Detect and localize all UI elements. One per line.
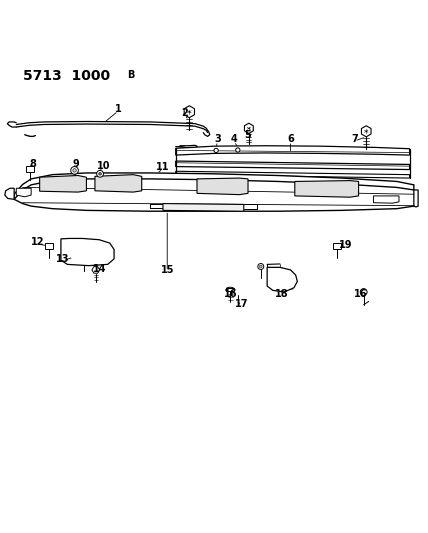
- Circle shape: [71, 167, 78, 174]
- Polygon shape: [295, 181, 359, 197]
- Polygon shape: [176, 171, 410, 178]
- Polygon shape: [61, 238, 114, 265]
- Text: 15: 15: [160, 265, 174, 275]
- Circle shape: [258, 263, 264, 270]
- Text: 2: 2: [181, 108, 187, 118]
- Polygon shape: [14, 173, 414, 199]
- Polygon shape: [361, 126, 371, 137]
- Text: 16: 16: [224, 289, 238, 299]
- Polygon shape: [414, 190, 418, 207]
- Circle shape: [259, 265, 262, 268]
- Text: 8: 8: [30, 159, 37, 169]
- Text: 3: 3: [214, 134, 221, 144]
- Bar: [333, 243, 341, 249]
- Polygon shape: [163, 204, 244, 211]
- Text: 13: 13: [56, 254, 70, 264]
- Polygon shape: [176, 146, 410, 155]
- Bar: [226, 288, 234, 292]
- Polygon shape: [176, 161, 410, 169]
- Polygon shape: [5, 188, 14, 199]
- Circle shape: [97, 171, 104, 177]
- Text: 4: 4: [231, 134, 238, 144]
- Bar: [27, 166, 34, 172]
- Text: 16: 16: [354, 289, 368, 299]
- Text: 11: 11: [156, 161, 170, 172]
- Text: 14: 14: [92, 264, 106, 273]
- Polygon shape: [95, 175, 142, 192]
- Polygon shape: [92, 266, 100, 273]
- Polygon shape: [16, 188, 31, 197]
- Polygon shape: [374, 196, 399, 203]
- Circle shape: [236, 148, 240, 152]
- Text: 12: 12: [31, 237, 44, 247]
- Polygon shape: [244, 123, 253, 133]
- Text: 9: 9: [72, 159, 79, 169]
- Polygon shape: [184, 106, 194, 118]
- Polygon shape: [197, 178, 248, 195]
- Circle shape: [73, 168, 76, 172]
- Polygon shape: [267, 268, 297, 292]
- Circle shape: [360, 288, 367, 295]
- Text: 5: 5: [244, 130, 250, 140]
- Text: 10: 10: [97, 161, 110, 171]
- Text: B: B: [127, 70, 134, 79]
- Text: 17: 17: [235, 299, 248, 309]
- Polygon shape: [40, 175, 86, 192]
- Circle shape: [99, 173, 101, 175]
- Text: 18: 18: [275, 289, 289, 299]
- Text: 1: 1: [115, 104, 122, 114]
- Text: 6: 6: [287, 134, 294, 144]
- Bar: [45, 243, 53, 249]
- Text: 19: 19: [339, 240, 353, 250]
- Text: 5713  1000: 5713 1000: [23, 69, 110, 83]
- Text: 7: 7: [351, 134, 358, 144]
- Circle shape: [214, 148, 218, 152]
